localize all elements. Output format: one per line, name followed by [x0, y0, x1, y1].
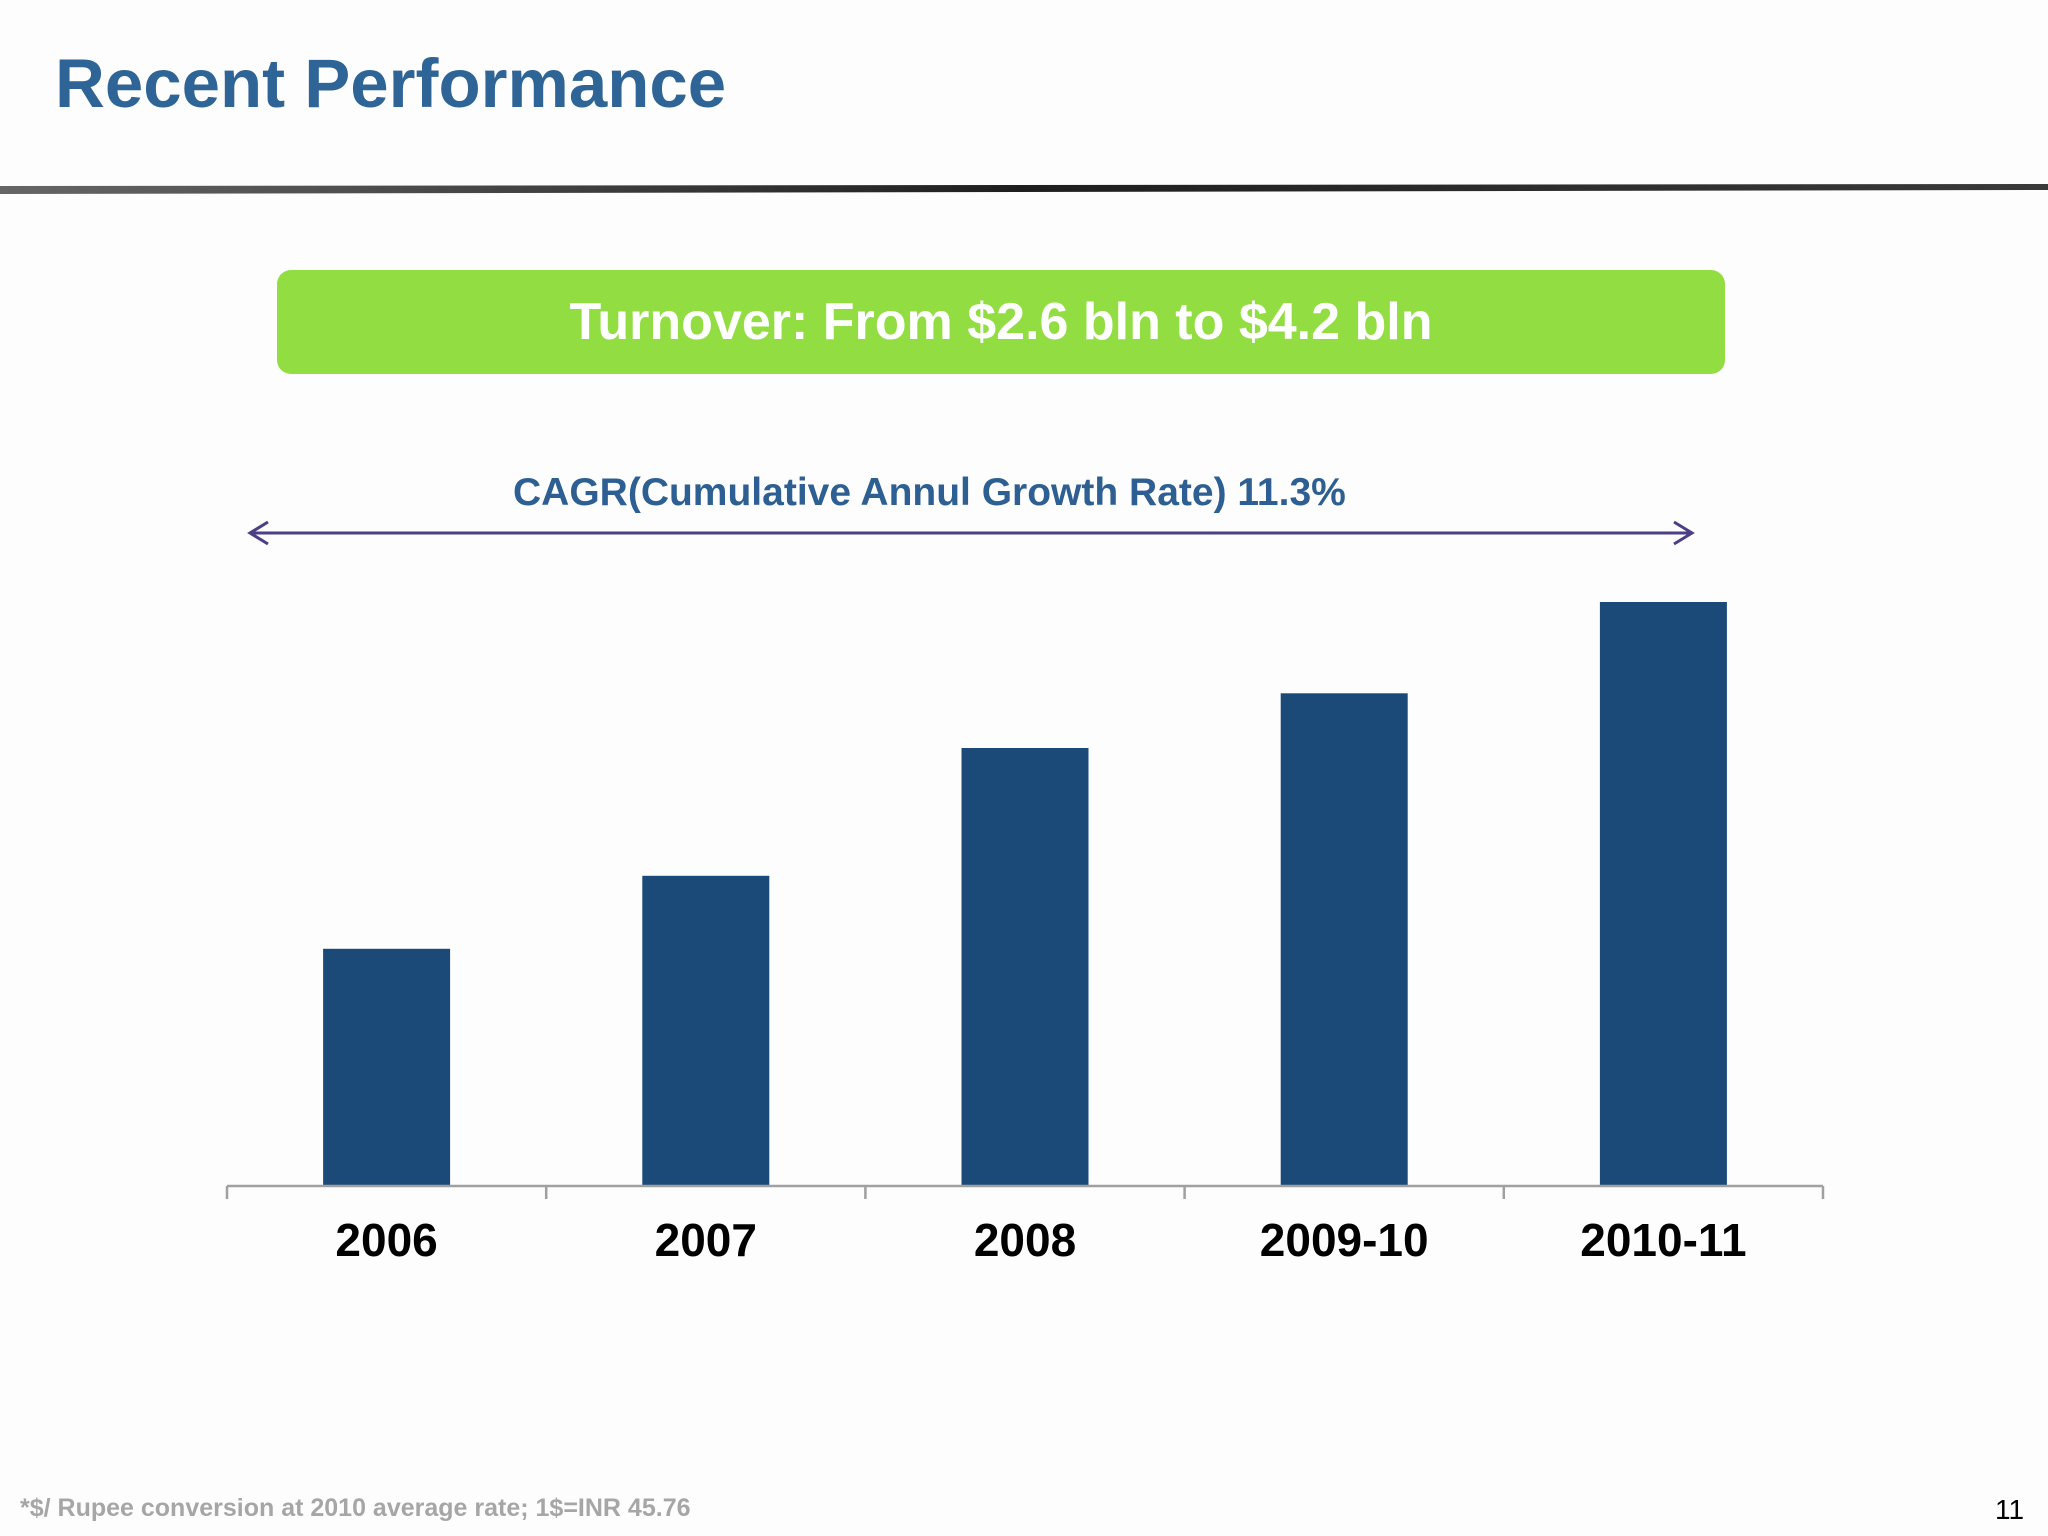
turnover-banner: Turnover: From $2.6 bln to $4.2 bln	[277, 270, 1725, 374]
bars-layer	[323, 602, 1727, 1187]
bar-2007	[642, 875, 770, 1187]
x-tick-label: 2006	[335, 1214, 437, 1266]
cagr-label: CAGR(Cumulative Annul Growth Rate) 11.3%	[513, 471, 1346, 514]
bar-2008	[961, 748, 1089, 1186]
page-number: 11	[1995, 1494, 2025, 1525]
banner-text: Turnover: From $2.6 bln to $4.2 bln	[569, 293, 1433, 351]
bar-2010-11	[1599, 602, 1727, 1186]
x-tick-label: 2009-10	[1260, 1214, 1429, 1266]
x-tick-label: 2008	[974, 1214, 1076, 1266]
page-title: Recent Performance	[55, 45, 727, 122]
x-axis	[225, 1184, 1825, 1199]
footnote: *$/ Rupee conversion at 2010 average rat…	[20, 1494, 691, 1522]
x-tick-label: 2010-11	[1580, 1214, 1746, 1266]
x-tick-label: 2007	[655, 1214, 757, 1266]
title-divider	[0, 184, 2048, 194]
bar-chart: 2006 2007 2008 2009-10 2010-11	[225, 520, 1825, 1266]
x-axis-labels: 2006 2007 2008 2009-10 2010-11	[335, 1214, 1746, 1266]
bar-2006	[323, 948, 451, 1187]
cagr-arrow	[247, 520, 1695, 546]
bar-2009-10	[1280, 693, 1408, 1187]
